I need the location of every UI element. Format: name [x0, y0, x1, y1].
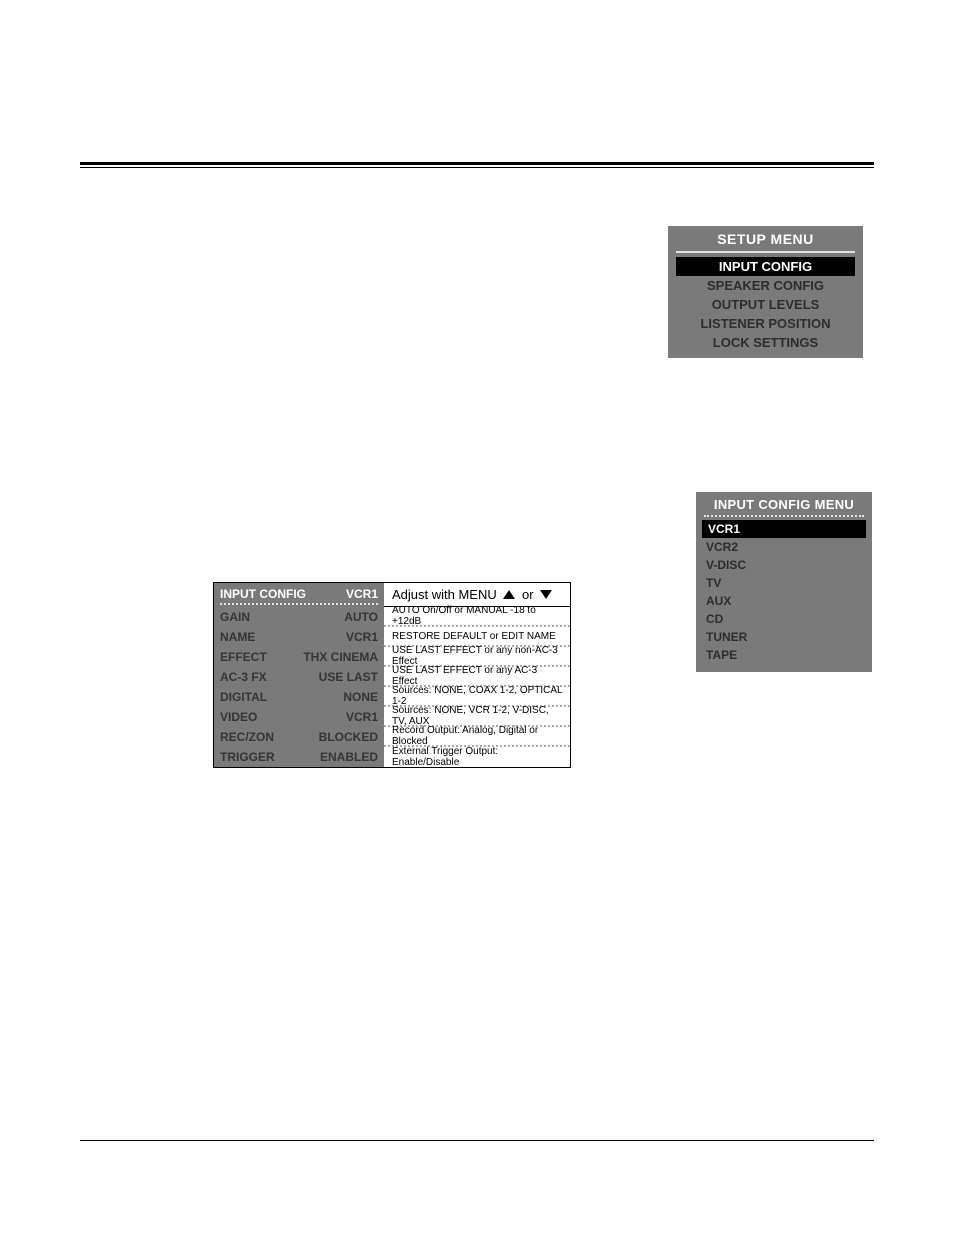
input-config-menu-title: INPUT CONFIG MENU	[696, 492, 872, 515]
config-table-left-header-rule	[220, 603, 378, 605]
config-param-name: DIGITAL	[220, 690, 267, 704]
config-param-row[interactable]: DIGITAL NONE	[214, 687, 384, 707]
config-param-desc: USE LAST EFFECT or any non-AC-3 Effect	[384, 647, 570, 667]
top-double-rule	[80, 162, 874, 168]
config-param-name: EFFECT	[220, 650, 267, 664]
config-param-row[interactable]: REC/ZON BLOCKED	[214, 727, 384, 747]
config-param-value: BLOCKED	[319, 730, 378, 744]
input-config-menu-panel: INPUT CONFIG MENU VCR1VCR2V-DISCTVAUXCDT…	[696, 492, 872, 672]
config-param-row[interactable]: EFFECT THX CINEMA	[214, 647, 384, 667]
config-param-row[interactable]: AC-3 FX USE LAST	[214, 667, 384, 687]
input-config-menu-item[interactable]: VCR2	[696, 538, 872, 556]
input-config-menu-item[interactable]: CD	[696, 610, 872, 628]
input-config-menu-item[interactable]: VCR1	[702, 520, 866, 538]
input-config-menu-rule	[704, 515, 864, 517]
config-param-desc: USE LAST EFFECT or any AC-3 Effect	[384, 667, 570, 687]
config-param-desc: Sources: NONE, VCR 1-2, V-DISC, TV, AUX	[384, 707, 570, 727]
config-param-row[interactable]: GAIN AUTO	[214, 607, 384, 627]
config-param-value: AUTO	[344, 610, 378, 624]
input-config-menu-item[interactable]: TAPE	[696, 646, 872, 664]
config-param-row[interactable]: NAME VCR1	[214, 627, 384, 647]
config-param-value: ENABLED	[320, 750, 378, 764]
adjust-label-mid: or	[522, 587, 534, 602]
config-param-desc: External Trigger Output: Enable/Disable	[384, 747, 570, 767]
config-table-header-source: VCR1	[346, 587, 378, 601]
setup-menu-panel: SETUP MENU INPUT CONFIGSPEAKER CONFIGOUT…	[668, 226, 863, 358]
config-param-row[interactable]: VIDEO VCR1	[214, 707, 384, 727]
config-table-desc-col: Adjust with MENU or AUTO On/Off or MANUA…	[384, 583, 570, 767]
config-table-params-col: INPUT CONFIG VCR1 GAIN AUTO NAME VCR1 EFFECT…	[214, 583, 384, 767]
setup-menu-rule	[676, 251, 855, 253]
triangle-up-icon	[503, 590, 515, 599]
triangle-down-icon	[540, 590, 552, 599]
setup-menu-item[interactable]: INPUT CONFIG	[676, 257, 855, 276]
input-config-menu-item[interactable]: TV	[696, 574, 872, 592]
config-param-row[interactable]: TRIGGER ENABLED	[214, 747, 384, 767]
config-param-name: VIDEO	[220, 710, 257, 724]
config-param-name: NAME	[220, 630, 255, 644]
setup-menu-item[interactable]: LOCK SETTINGS	[668, 333, 863, 352]
adjust-label-prefix: Adjust with MENU	[392, 587, 497, 602]
config-param-desc: Record Output: Analog, Digital or Blocke…	[384, 727, 570, 747]
config-param-desc: Sources: NONE, COAX 1-2, OPTICAL 1-2	[384, 687, 570, 707]
setup-menu-title: SETUP MENU	[668, 226, 863, 251]
input-config-menu-item[interactable]: TUNER	[696, 628, 872, 646]
config-param-desc: AUTO On/Off or MANUAL -18 to +12dB	[384, 607, 570, 627]
bottom-thin-rule	[80, 1140, 874, 1141]
config-table-header-label: INPUT CONFIG	[220, 587, 306, 601]
config-param-value: NONE	[343, 690, 378, 704]
input-config-menu-item[interactable]: AUX	[696, 592, 872, 610]
config-param-value: USE LAST	[319, 670, 378, 684]
config-param-name: TRIGGER	[220, 750, 275, 764]
setup-menu-item[interactable]: SPEAKER CONFIG	[668, 276, 863, 295]
input-config-table: INPUT CONFIG VCR1 GAIN AUTO NAME VCR1 EFFECT…	[213, 582, 571, 768]
page: SETUP MENU INPUT CONFIGSPEAKER CONFIGOUT…	[0, 0, 954, 1235]
input-config-menu-item[interactable]: V-DISC	[696, 556, 872, 574]
config-param-name: AC-3 FX	[220, 670, 267, 684]
setup-menu-item[interactable]: LISTENER POSITION	[668, 314, 863, 333]
config-param-value: VCR1	[346, 710, 378, 724]
config-table-right-header: Adjust with MENU or	[384, 583, 570, 607]
config-param-value: VCR1	[346, 630, 378, 644]
config-param-name: GAIN	[220, 610, 250, 624]
config-param-desc: RESTORE DEFAULT or EDIT NAME	[384, 627, 570, 647]
config-param-name: REC/ZON	[220, 730, 274, 744]
setup-menu-item[interactable]: OUTPUT LEVELS	[668, 295, 863, 314]
config-table-left-header: INPUT CONFIG VCR1	[214, 583, 384, 603]
config-param-value: THX CINEMA	[303, 650, 378, 664]
